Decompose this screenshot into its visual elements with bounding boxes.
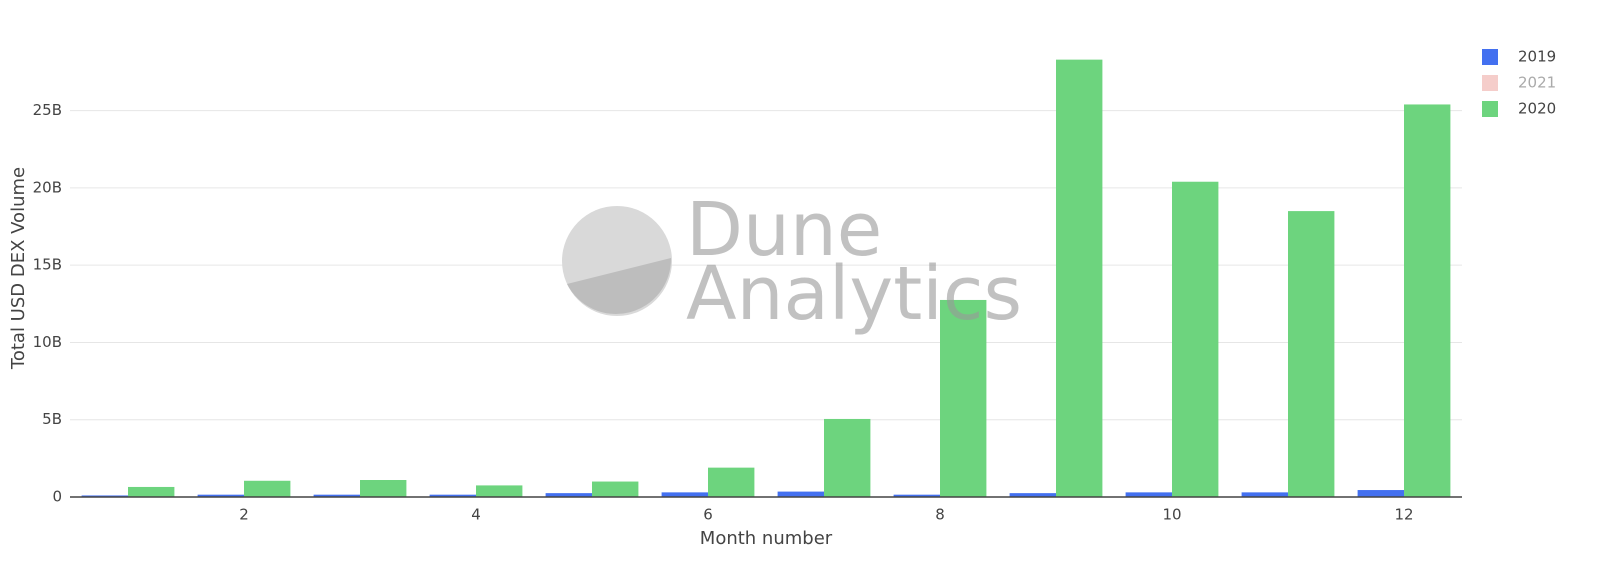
legend-swatch[interactable] — [1482, 75, 1498, 91]
legend-swatch[interactable] — [1482, 101, 1498, 117]
legend-label[interactable]: 2020 — [1518, 100, 1556, 118]
bar — [824, 418, 871, 497]
bar — [1009, 493, 1056, 497]
bar — [592, 481, 639, 497]
bar — [1056, 59, 1103, 498]
x-tick-label: 2 — [239, 506, 249, 524]
bar — [476, 485, 523, 497]
bar — [313, 494, 360, 497]
legend-label[interactable]: 2019 — [1518, 48, 1556, 66]
bar — [1404, 104, 1451, 498]
x-axis-title: Month number — [700, 528, 833, 549]
bar — [940, 299, 987, 497]
bar — [1172, 181, 1219, 497]
y-tick-label: 25B — [33, 101, 62, 119]
bar — [545, 493, 592, 497]
bar — [429, 494, 476, 497]
bar — [893, 494, 940, 497]
bar — [777, 491, 824, 497]
y-tick-label: 5B — [42, 410, 62, 428]
y-tick-label: 15B — [33, 256, 62, 274]
y-axis-title: Total USD DEX Volume — [8, 167, 29, 370]
bar — [128, 486, 175, 497]
x-tick-label: 6 — [703, 506, 713, 524]
bar — [360, 480, 407, 497]
watermark-text: Analytics — [686, 251, 1022, 337]
bar — [1125, 492, 1172, 497]
bar — [661, 492, 708, 497]
y-tick-label: 20B — [33, 178, 62, 196]
y-tick-label: 0 — [52, 488, 62, 506]
x-tick-label: 12 — [1394, 506, 1413, 524]
bar — [708, 467, 755, 497]
legend-label[interactable]: 2021 — [1518, 74, 1556, 92]
bar — [244, 480, 291, 497]
y-tick-label: 10B — [33, 333, 62, 351]
legend-swatch[interactable] — [1482, 49, 1498, 65]
bar — [1288, 211, 1335, 497]
x-tick-label: 10 — [1162, 506, 1181, 524]
x-tick-label: 4 — [471, 506, 481, 524]
watermark-text: Dune — [686, 187, 882, 273]
x-tick-label: 8 — [935, 506, 945, 524]
watermark-logo-shade — [567, 258, 672, 315]
bar — [1357, 490, 1404, 497]
bar — [197, 494, 244, 497]
bar — [1241, 492, 1288, 497]
bar — [81, 495, 128, 497]
